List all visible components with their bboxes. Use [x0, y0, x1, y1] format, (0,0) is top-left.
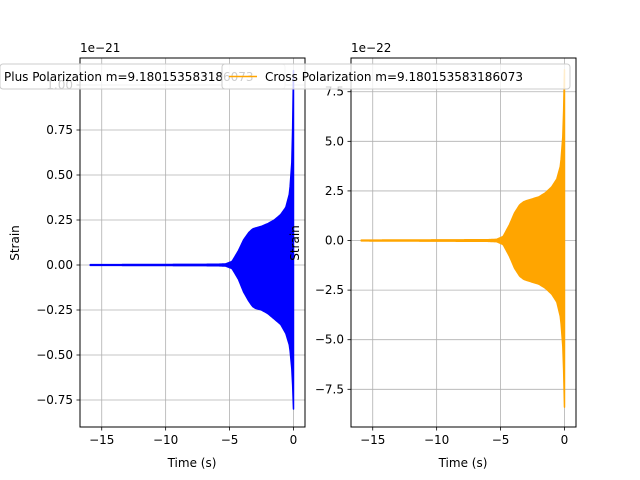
offset-label-plus: 1e−21 — [80, 41, 120, 55]
y-tick-label: −7.5 — [315, 382, 344, 396]
x-ticks-cross: −15 −10 −5 0 — [360, 427, 568, 447]
axes-frame-cross — [350, 57, 577, 428]
series-cross — [360, 69, 566, 408]
legend-label-plus: Plus Polarization m=9.180153583186073 — [4, 70, 254, 84]
axes-frame-plus — [79, 57, 306, 428]
x-tick-label: −15 — [89, 433, 114, 447]
y-tick-label: −5.0 — [315, 333, 344, 347]
y-tick-label: 0.25 — [46, 213, 73, 227]
legend-cross: Cross Polarization m=9.180153583186073 — [221, 63, 571, 90]
y-tick-label: −0.25 — [36, 303, 73, 317]
plus-polarization-plot: −15 −10 −5 0 −0.75 −0.50 −0.25 0.00 0.25 0.50 0.7… — [8, 41, 306, 470]
x-tick-label: 0 — [290, 433, 298, 447]
x-tick-label: −5 — [221, 433, 239, 447]
waveform-cross-0 — [360, 69, 566, 408]
y-tick-label: 2.5 — [325, 184, 344, 198]
x-tick-label: −5 — [492, 433, 510, 447]
y-tick-label: −0.75 — [36, 393, 73, 407]
x-axis-label-cross: Time (s) — [438, 456, 488, 470]
offset-label-cross: 1e−22 — [351, 41, 391, 55]
waveform-plus-0 — [89, 69, 295, 410]
x-tick-label: −15 — [360, 433, 385, 447]
x-tick-label: 0 — [561, 433, 569, 447]
y-tick-label: 0.00 — [46, 258, 73, 272]
y-tick-label: −0.50 — [36, 348, 73, 362]
x-axis-label-plus: Time (s) — [167, 456, 217, 470]
legend-plus: Plus Polarization m=9.180153583186073 — [0, 63, 286, 90]
series-plus — [89, 69, 295, 410]
x-ticks-plus: −15 −10 −5 0 — [89, 427, 297, 447]
y-axis-label-cross: Strain — [288, 225, 302, 261]
y-tick-label: 0.75 — [46, 123, 73, 137]
y-tick-label: 5.0 — [325, 134, 344, 148]
legend-box-cross — [221, 63, 571, 90]
legend-label-cross: Cross Polarization m=9.180153583186073 — [265, 70, 523, 84]
y-ticks-cross: −7.5−5.0−2.50.02.55.07.5 — [315, 85, 351, 396]
cross-polarization-plot: −15 −10 −5 0 −7.5−5.0−2.50.02.55.07.5 Time … — [288, 41, 577, 470]
x-tick-label: −10 — [153, 433, 178, 447]
y-tick-label: 0.0 — [325, 234, 344, 248]
y-axis-label-plus: Strain — [8, 225, 22, 261]
y-tick-label: −2.5 — [315, 283, 344, 297]
y-tick-label: 0.50 — [46, 168, 73, 182]
x-tick-label: −10 — [424, 433, 449, 447]
